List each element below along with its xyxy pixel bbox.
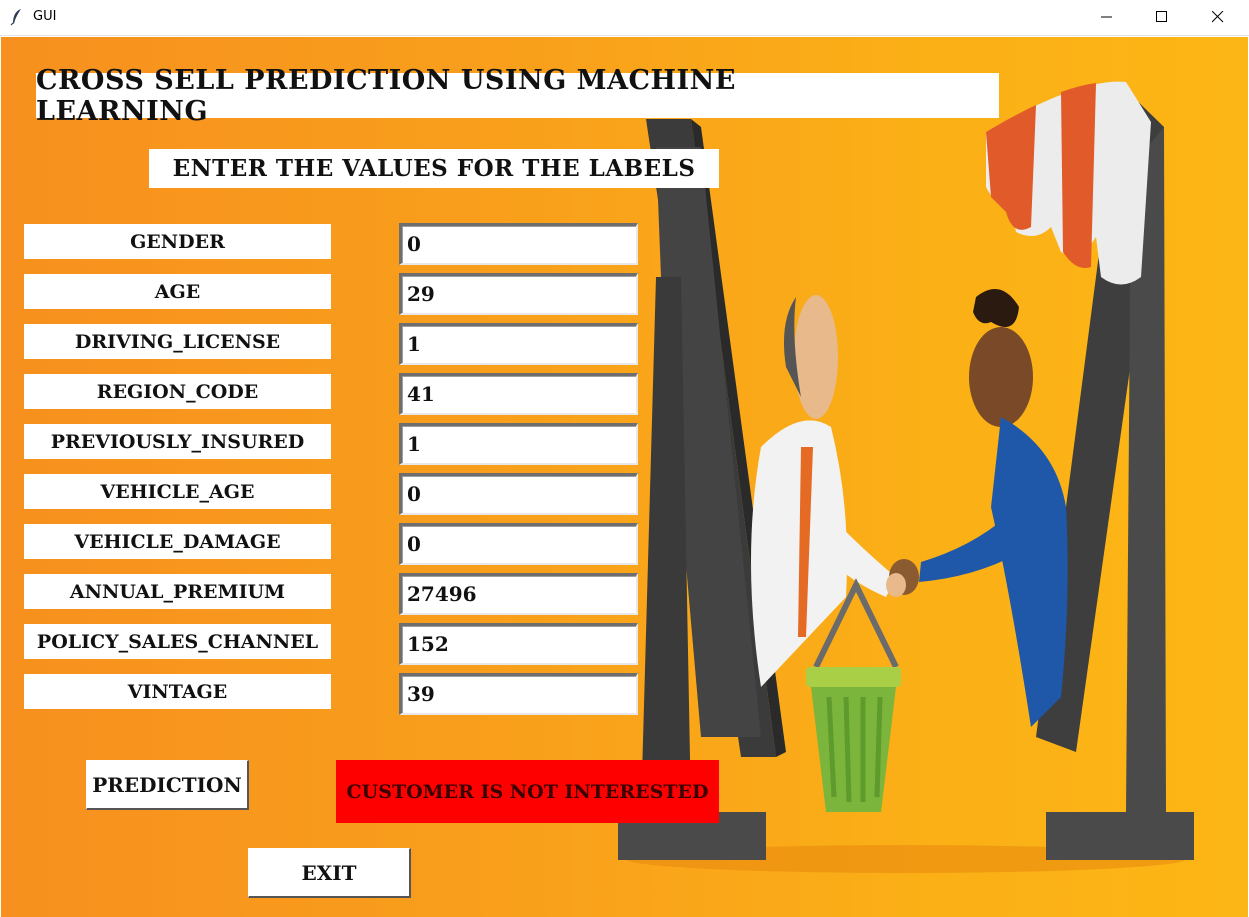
label-age: AGE <box>24 274 331 309</box>
window-title: GUI <box>33 9 57 24</box>
prediction-result: CUSTOMER IS NOT INTERESTED <box>336 760 719 823</box>
label-vehicle-age: VEHICLE_AGE <box>24 474 331 509</box>
window-titlebar: GUI <box>0 0 1249 36</box>
handshake-illustration <box>618 81 1194 873</box>
vintage-input[interactable]: 39 <box>399 673 638 715</box>
label-annual-premium: ANNUAL_PREMIUM <box>24 574 331 609</box>
annual-premium-input[interactable]: 27496 <box>399 573 638 615</box>
minimize-button[interactable] <box>1084 0 1130 34</box>
vehicle-age-input[interactable]: 0 <box>399 473 638 515</box>
maximize-button[interactable] <box>1139 0 1185 34</box>
label-gender: GENDER <box>24 224 331 259</box>
app-canvas: CROSS SELL PREDICTION USING MACHINE LEAR… <box>1 37 1248 917</box>
label-vintage: VINTAGE <box>24 674 331 709</box>
close-button[interactable] <box>1195 0 1241 34</box>
form-subtitle: ENTER THE VALUES FOR THE LABELS <box>149 149 719 188</box>
label-region-code: REGION_CODE <box>24 374 331 409</box>
label-policy-sales-channel: POLICY_SALES_CHANNEL <box>24 624 331 659</box>
label-driving-license: DRIVING_LICENSE <box>24 324 331 359</box>
label-vehicle-damage: VEHICLE_DAMAGE <box>24 524 331 559</box>
vehicle-damage-input[interactable]: 0 <box>399 523 638 565</box>
feather-icon <box>10 9 21 26</box>
policy-sales-channel-input[interactable]: 152 <box>399 623 638 665</box>
age-input[interactable]: 29 <box>399 273 638 315</box>
maximize-icon <box>1156 11 1167 22</box>
close-icon <box>1212 11 1224 23</box>
exit-button[interactable]: EXIT <box>248 848 411 898</box>
previously-insured-input[interactable]: 1 <box>399 423 638 465</box>
page-title: CROSS SELL PREDICTION USING MACHINE LEAR… <box>36 65 999 127</box>
label-previously-insured: PREVIOUSLY_INSURED <box>24 424 331 459</box>
minimize-icon <box>1101 16 1112 18</box>
driving-license-input[interactable]: 1 <box>399 323 638 365</box>
gender-input[interactable]: 0 <box>399 223 638 265</box>
region-code-input[interactable]: 41 <box>399 373 638 415</box>
prediction-button[interactable]: PREDICTION <box>86 760 249 810</box>
